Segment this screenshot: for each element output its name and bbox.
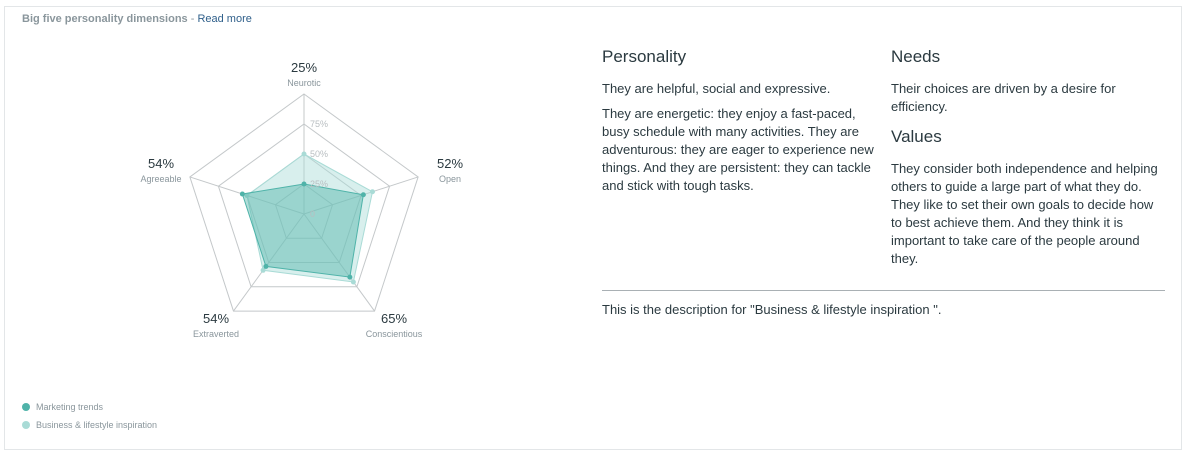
personality-card [4,6,1182,450]
card-header: Big five personality dimensions - Read m… [22,13,252,25]
grid-ring-1 [274,183,334,239]
values-text: They consider both independence and help… [891,161,1158,266]
needs-text: Their choices are driven by a desire for… [891,81,1116,114]
scale-tick-label: 75% [310,119,328,129]
series-area [241,183,364,278]
grid-ring-4 [189,93,419,312]
scale-tick-label: 0 [310,209,315,219]
axis-label: Open [439,174,461,184]
legend-item-marketing-trends[interactable]: Marketing trends [22,398,157,416]
axis-value-label: 54% [203,311,229,326]
personality-section: Personality They are helpful, social and… [602,48,882,202]
series-area [246,153,374,283]
legend-dot [22,421,30,429]
axis-value-label: 54% [148,156,174,171]
needs-heading: Needs [891,47,941,66]
header-separator: - [190,13,195,25]
legend-dot [22,403,30,411]
personality-heading: Personality [602,47,687,66]
series-point [360,192,366,198]
axis-spoke [233,213,305,312]
legend-label: Marketing trends [36,402,104,412]
series-point [347,274,353,280]
series-point [301,151,307,157]
scale-tick-label: 25% [310,179,328,189]
legend-label: Business & lifestyle inspiration [36,420,158,430]
needs-values-section: Needs Their choices are driven by a desi… [891,48,1166,275]
axis-value-label: 25% [291,60,317,75]
grid-ring-3 [217,123,391,288]
legend-item-business-lifestyle[interactable]: Business & lifestyle inspiration [22,416,157,434]
read-more-link[interactable]: Read more [197,13,252,25]
series-point [263,263,269,269]
axis-value-label: 65% [381,311,407,326]
series-description: This is the description for "Business & … [602,302,942,317]
radar-chart: 0 25% 50% 75% 25% Neurotic 52% Open 65% Conscient… [140,60,463,339]
chart-title: Big five personality dimensions [22,13,188,25]
axis-label: Neurotic [287,78,321,88]
axis-label: Conscientious [366,329,423,339]
personality-paragraph: They are energetic: they enjoy a fast-pa… [602,106,874,193]
series-point [244,192,250,198]
series-point [260,267,266,273]
axis-spoke [303,213,375,312]
series-point [239,191,245,197]
chart-legend: Marketing trends Business & lifestyle in… [22,398,157,434]
values-heading: Values [891,127,942,146]
axis-label: Agreeable [140,174,181,184]
scale-tick-label: 50% [310,149,328,159]
divider [602,290,1165,291]
axis-value-label: 52% [437,156,463,171]
axis-label: Extraverted [193,329,239,339]
personality-paragraph: They are helpful, social and expressive. [602,81,831,96]
series-point [301,181,307,187]
series-point [350,279,356,285]
series-point [369,189,375,195]
